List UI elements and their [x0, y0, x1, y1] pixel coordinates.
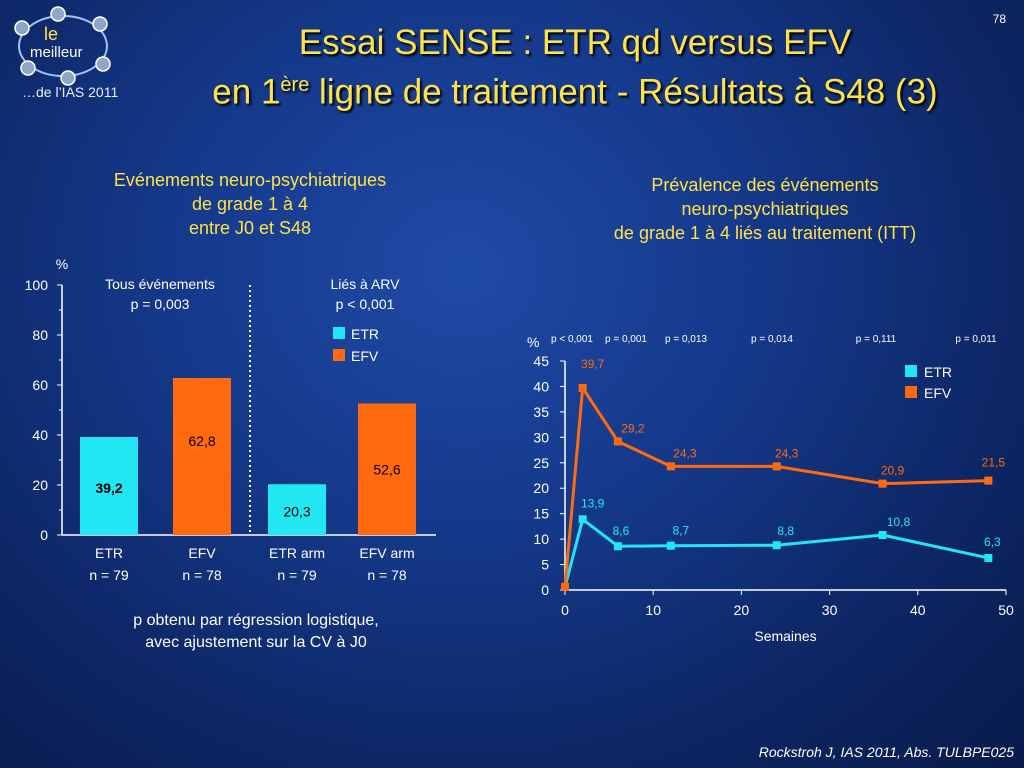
line-point-efv — [561, 582, 569, 591]
line-point-efv — [878, 479, 887, 488]
bar-category-n: n = 78 — [367, 567, 407, 583]
bar-efv — [358, 403, 416, 535]
line-series-efv — [563, 383, 989, 588]
bar-y-tick-label: 40 — [32, 427, 48, 443]
left-footnote: p obtenu par régression logistique, avec… — [133, 612, 379, 651]
line-x-tick-label: 30 — [822, 602, 838, 618]
bar-group-label: Tous événements — [105, 276, 215, 292]
bar-category-label: EFV arm — [359, 545, 414, 561]
line-data-label: 13,9 — [581, 496, 605, 510]
logo: le meilleur — [14, 6, 111, 86]
line-y-tick-label: 10 — [533, 531, 549, 547]
bar-category-label: ETR — [95, 545, 123, 561]
line-data-label: 24,3 — [673, 446, 697, 460]
bar-etr — [268, 484, 326, 535]
line-y-tick-label: 40 — [533, 378, 549, 394]
line-y-tick-label: 35 — [533, 404, 549, 420]
bar-category-n: n = 78 — [182, 567, 222, 583]
citation: Rockstroh J, IAS 2011, Abs. TULBPE025 — [758, 744, 1014, 760]
line-data-label: 8,8 — [777, 524, 794, 538]
line-y-unit: % — [527, 334, 539, 350]
line-point-etr — [984, 553, 993, 562]
right-subtitle: Prévalence des événements neuro-psychiat… — [613, 175, 917, 243]
bar-group-pvalue: p = 0,003 — [131, 296, 190, 312]
line-x-tick-label: 50 — [998, 602, 1014, 618]
line-y-tick-label: 30 — [533, 429, 549, 445]
bar-value-label: 20,3 — [283, 503, 310, 519]
title-line-1: Essai SENSE : ETR qd versus EFV — [298, 23, 852, 62]
line-y-tick-label: 0 — [541, 582, 549, 598]
title-line-2: en 1ère ligne de traitement - Résultats … — [212, 72, 938, 112]
line-x-tick-label: 10 — [645, 602, 661, 618]
line-point-efv — [772, 462, 781, 471]
bar-y-tick-label: 80 — [32, 327, 48, 343]
logo-le: le — [44, 24, 58, 44]
line-data-label: 10,8 — [887, 515, 911, 529]
line-data-label: 39,7 — [581, 357, 605, 371]
line-x-tick-label: 20 — [734, 602, 750, 618]
bar-y-unit: % — [56, 256, 68, 272]
line-p-value: p = 0,111 — [856, 334, 897, 345]
line-p-value: p = 0,013 — [665, 334, 707, 345]
line-x-axis-label: Semaines — [754, 628, 816, 644]
slide-number: 78 — [992, 12, 1006, 26]
left-subtitle: Evénements neuro-psychiatriques de grade… — [113, 170, 387, 238]
line-y-tick-label: 25 — [533, 455, 549, 471]
line-y-tick-label: 45 — [533, 353, 549, 369]
line-legend-label: ETR — [924, 364, 952, 380]
line-p-value: p < 0,001 — [551, 334, 593, 345]
line-data-label: 24,3 — [775, 446, 799, 460]
bar-group-pvalue: p < 0,001 — [336, 296, 395, 312]
line-point-etr — [772, 541, 781, 550]
bar-legend-label: EFV — [351, 348, 379, 364]
line-y-tick-label: 15 — [533, 506, 549, 522]
bar-y-tick-label: 60 — [32, 377, 48, 393]
line-point-efv — [578, 383, 587, 392]
bar-legend-swatch — [333, 349, 345, 361]
line-point-efv — [984, 476, 993, 485]
line-point-etr — [613, 542, 622, 551]
bar-value-label: 52,6 — [373, 462, 400, 478]
slide-title: Essai SENSE : ETR qd versus EFV en 1ère … — [130, 22, 1020, 114]
line-point-efv — [613, 437, 622, 446]
line-data-label: 20,9 — [881, 464, 905, 478]
line-legend-swatch — [905, 365, 917, 377]
bar-group-label: Liés à ARV — [330, 276, 400, 292]
logo-meilleur: meilleur — [30, 44, 83, 61]
line-p-value: p = 0,014 — [751, 334, 793, 345]
bar-y-tick-label: 100 — [25, 277, 49, 293]
logo-subtitle: …de l’IAS 2011 — [22, 84, 119, 100]
line-point-etr — [578, 515, 587, 524]
line-x-tick-label: 40 — [910, 602, 926, 618]
line-legend-label: EFV — [924, 385, 952, 401]
line-point-etr — [666, 541, 675, 550]
bar-category-n: n = 79 — [89, 567, 129, 583]
bar-category-label: ETR arm — [269, 545, 325, 561]
bar-efv — [173, 378, 231, 535]
line-p-value: p = 0,001 — [605, 334, 647, 345]
line-x-tick-label: 0 — [561, 602, 569, 618]
line-y-tick-label: 20 — [533, 480, 549, 496]
bar-category-n: n = 79 — [277, 567, 317, 583]
line-p-value: p = 0,011 — [955, 334, 997, 345]
line-y-tick-label: 5 — [541, 557, 549, 573]
line-data-label: 29,2 — [621, 421, 645, 435]
line-data-label: 6,3 — [984, 535, 1001, 549]
line-legend-swatch — [905, 386, 917, 398]
bar-value-label: 62,8 — [188, 433, 215, 449]
line-point-efv — [666, 462, 675, 471]
bar-y-tick-label: 0 — [40, 527, 48, 543]
bar-etr — [80, 437, 138, 535]
bar-legend-swatch — [333, 327, 345, 339]
line-point-etr — [878, 531, 887, 540]
bar-value-label: 39,2 — [95, 480, 122, 496]
bar-y-tick-label: 20 — [32, 477, 48, 493]
bar-category-label: EFV — [188, 545, 216, 561]
line-data-label: 21,5 — [982, 456, 1006, 470]
bar-legend-label: ETR — [351, 326, 379, 342]
line-data-label: 8,7 — [672, 524, 689, 538]
line-data-label: 8,6 — [613, 524, 630, 538]
